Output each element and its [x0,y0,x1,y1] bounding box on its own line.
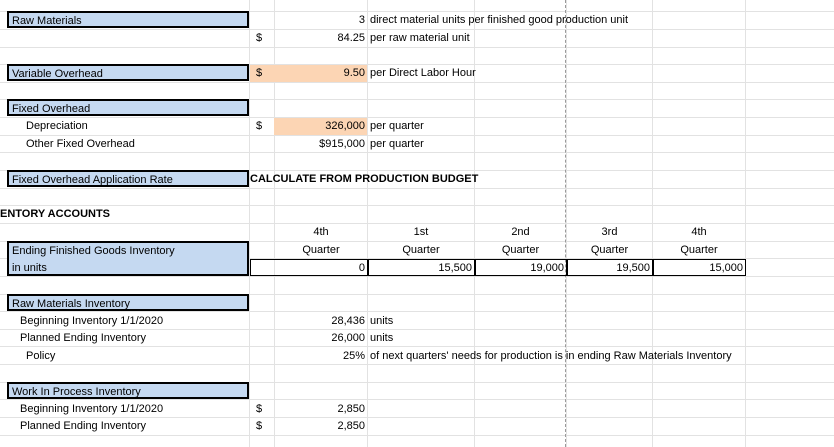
finished-goods-label[interactable]: Ending Finished Goods Inventory in units [7,241,249,276]
inventory-section-title: ENTORY ACCOUNTS [0,208,111,220]
finished-goods-value[interactable]: 0 [250,259,368,276]
fixed-overhead-label[interactable]: Fixed Overhead [7,99,249,116]
variable-overhead-value-cell[interactable]: $ 9.50 [250,65,367,82]
raw-materials-price-desc[interactable]: per raw material unit [370,32,470,44]
wip-beginning-label[interactable]: Beginning Inventory 1/1/2020 [20,403,164,415]
variable-overhead-desc[interactable]: per Direct Labor Hour [370,67,476,79]
depreciation-currency: $ [256,120,263,132]
finished-goods-label-line1: Ending Finished Goods Inventory [12,245,175,257]
rm-policy-label[interactable]: Policy [26,350,56,362]
raw-materials-currency: $ [256,32,263,44]
raw-materials-label[interactable]: Raw Materials [7,11,249,28]
finished-goods-value[interactable]: 15,000 [653,259,746,276]
finished-goods-value[interactable]: 19,500 [567,259,653,276]
depreciation-value[interactable]: 326,000 [274,118,367,135]
rm-beginning-label[interactable]: Beginning Inventory 1/1/2020 [20,315,164,327]
other-fixed-overhead-label[interactable]: Other Fixed Overhead [26,138,135,150]
rm-planned-unit[interactable]: units [370,332,394,344]
finished-goods-label-line2: in units [12,262,47,274]
variable-overhead-currency: $ [256,67,263,79]
wip-beginning-value[interactable]: 2,850 [337,403,365,415]
quarter-header-bottom: Quarter [302,244,340,256]
quarter-header-bottom: Quarter [402,244,440,256]
wip-beginning-currency: $ [256,403,263,415]
depreciation-label[interactable]: Depreciation [26,120,88,132]
page-break-line [565,0,566,447]
wip-planned-value[interactable]: 2,850 [337,420,365,432]
rm-planned-value[interactable]: 26,000 [331,332,365,344]
quarter-header-top: 3rd [601,226,618,238]
application-rate-label[interactable]: Fixed Overhead Application Rate [7,170,249,187]
wip-inventory-label[interactable]: Work In Process Inventory [7,382,249,399]
wip-planned-currency: $ [256,420,263,432]
quarter-header-top: 4th [313,226,329,238]
quarter-header-top: 1st [413,226,429,238]
depreciation-desc[interactable]: per quarter [370,120,424,132]
wip-planned-label[interactable]: Planned Ending Inventory [20,420,146,432]
rm-policy-value[interactable]: 25% [342,350,365,362]
finished-goods-value[interactable]: 15,500 [368,259,475,276]
raw-materials-units-desc[interactable]: direct material units per finished good … [370,14,629,26]
quarter-header-bottom: Quarter [501,244,540,256]
rm-beginning-value[interactable]: 28,436 [331,315,365,327]
rm-policy-desc[interactable]: of next quarters' needs for production i… [370,350,732,362]
raw-materials-inventory-label[interactable]: Raw Materials Inventory [7,294,249,311]
quarter-header-bottom: Quarter [590,244,629,256]
quarter-header-bottom: Quarter [680,244,718,256]
rm-beginning-unit[interactable]: units [370,315,394,327]
variable-overhead-label[interactable]: Variable Overhead [7,64,249,81]
variable-overhead-value: 9.50 [343,67,365,79]
application-rate-note[interactable]: CALCULATE FROM PRODUCTION BUDGET [250,173,479,185]
quarter-header-top: 4th [691,226,707,238]
rm-planned-label[interactable]: Planned Ending Inventory [20,332,146,344]
raw-materials-price-value[interactable]: 84.25 [337,32,365,44]
quarter-header-top: 2nd [511,226,530,238]
raw-materials-units-value[interactable]: 3 [358,14,365,26]
finished-goods-value[interactable]: 19,000 [475,259,567,276]
other-fixed-overhead-desc[interactable]: per quarter [370,138,424,150]
other-fixed-overhead-value[interactable]: $915,000 [319,138,365,150]
